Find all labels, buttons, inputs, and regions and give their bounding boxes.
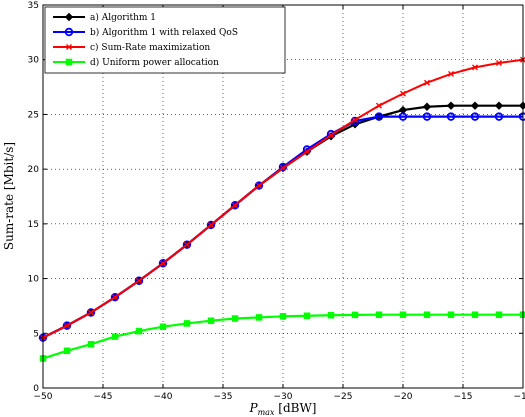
data-point — [447, 311, 455, 318]
data-point — [471, 311, 479, 318]
data-point — [399, 311, 407, 318]
data-point — [136, 277, 142, 284]
legend-swatch-marker — [65, 58, 73, 66]
data-point — [328, 132, 334, 139]
y-tick-label: 0 — [33, 384, 39, 394]
legend-label: b) Algorithm 1 with relaxed QoS — [90, 27, 238, 38]
y-tick-label: 35 — [28, 1, 39, 11]
x-axis-label: Pmax [dBW] — [249, 401, 317, 417]
y-tick-label: 10 — [28, 275, 40, 285]
x-axis-label-main: P — [249, 401, 259, 415]
data-point — [159, 323, 167, 330]
data-point — [496, 60, 502, 66]
data-point — [207, 317, 215, 324]
data-point — [422, 102, 432, 111]
legend-label: d) Uniform power allocation — [90, 57, 219, 68]
y-axis-label: Sum-rate [Mbit/s] — [2, 142, 16, 250]
x-axis-ticks: −50 −45 −40 −35 −30 −25 −20 −15 −10 — [34, 5, 525, 402]
x-tick-label: −35 — [214, 392, 233, 402]
data-point — [256, 182, 262, 189]
data-point — [374, 112, 384, 121]
data-point — [160, 260, 166, 267]
data-point — [423, 311, 431, 318]
data-point — [446, 101, 456, 110]
legend-item: b) Algorithm 1 with relaxed QoS — [53, 27, 238, 38]
legend-swatch-marker — [64, 27, 74, 37]
legend-swatch-marker — [66, 44, 72, 50]
data-point — [134, 276, 144, 285]
data-point — [352, 116, 358, 123]
data-point — [232, 202, 238, 209]
data-point — [424, 79, 430, 86]
legend-item: a) Algorithm 1 — [53, 12, 156, 23]
data-point — [470, 112, 480, 121]
data-point — [110, 292, 120, 302]
x-tick-label: −15 — [454, 392, 473, 402]
x-tick-label: −40 — [154, 392, 173, 402]
x-tick-label: −45 — [94, 392, 113, 402]
y-axis-ticks: 0 5 10 15 20 25 30 35 — [28, 1, 523, 394]
data-point — [448, 70, 454, 77]
series-c — [40, 56, 525, 341]
data-point — [231, 315, 239, 322]
legend-item: c) Sum-Rate maximization — [53, 42, 210, 53]
data-point — [494, 112, 504, 121]
data-point — [470, 101, 480, 110]
data-point — [376, 102, 382, 109]
data-point — [63, 347, 71, 355]
x-axis-label-unit: [dBW] — [274, 401, 316, 415]
y-tick-label: 20 — [28, 165, 40, 175]
data-point — [279, 313, 287, 320]
data-point — [304, 148, 310, 155]
data-point — [135, 327, 143, 335]
data-point — [327, 311, 335, 319]
data-point — [255, 314, 263, 321]
data-point — [351, 311, 359, 319]
data-point — [495, 311, 503, 318]
y-tick-label: 25 — [28, 110, 39, 120]
plot-frame — [42, 4, 524, 389]
y-tick-label: 30 — [28, 56, 40, 66]
data-point — [111, 333, 119, 340]
x-tick-label: −10 — [514, 392, 525, 402]
data-point — [400, 90, 406, 97]
data-point — [375, 311, 383, 318]
data-point — [206, 220, 216, 230]
data-point — [422, 112, 432, 121]
data-point — [86, 308, 96, 317]
y-tick-label: 15 — [28, 220, 39, 230]
data-point — [62, 321, 72, 330]
legend-label: a) Algorithm 1 — [90, 12, 156, 23]
x-axis-label-sub: max — [258, 408, 275, 417]
data-point — [88, 309, 94, 316]
data-point — [184, 241, 190, 248]
data-point — [183, 320, 191, 327]
data-point — [494, 101, 504, 110]
legend-swatch-marker — [64, 12, 74, 22]
data-point — [303, 312, 311, 320]
data-point — [182, 240, 192, 249]
x-tick-label: −50 — [34, 392, 53, 402]
x-tick-label: −30 — [274, 392, 293, 402]
data-point — [158, 259, 168, 268]
data-point — [87, 340, 95, 348]
x-tick-label: −25 — [334, 392, 353, 402]
data-point — [472, 64, 478, 71]
legend: a) Algorithm 1 b) Algorithm 1 with relaxe… — [44, 6, 286, 74]
legend-label: c) Sum-Rate maximization — [90, 42, 210, 53]
data-point — [254, 181, 264, 190]
x-tick-label: −20 — [394, 392, 413, 402]
legend-item: d) Uniform power allocation — [53, 57, 219, 68]
data-point — [112, 294, 118, 301]
data-point — [230, 201, 240, 210]
data-point — [208, 221, 214, 228]
data-point — [280, 165, 286, 172]
data-point — [64, 322, 70, 329]
data-point — [398, 112, 408, 121]
y-tick-label: 5 — [33, 329, 39, 339]
data-point — [446, 112, 456, 121]
